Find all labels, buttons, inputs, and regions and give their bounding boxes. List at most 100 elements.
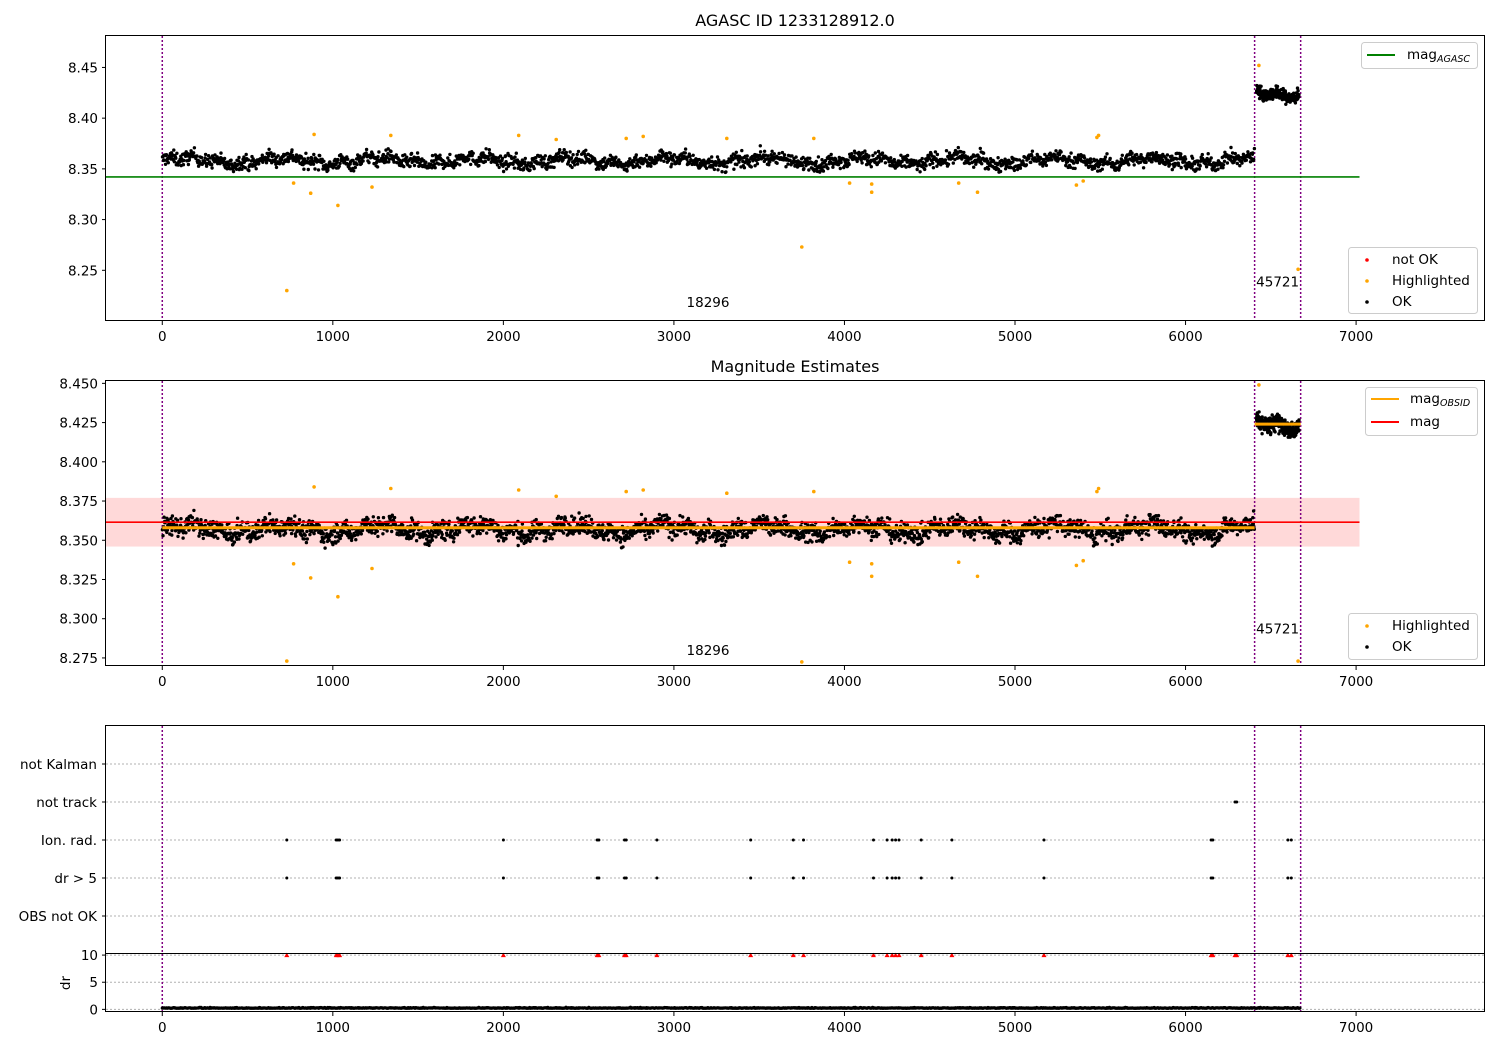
- ok-point: [1067, 155, 1071, 159]
- ok-point: [935, 164, 939, 168]
- ok-point: [497, 165, 501, 170]
- ok-point: [691, 153, 695, 157]
- ok-point: [731, 535, 736, 539]
- highlighted-point: [389, 133, 393, 138]
- ok-point: [928, 162, 932, 167]
- ok-point: [576, 149, 581, 154]
- ok-point: [436, 532, 440, 536]
- ok-point: [1130, 151, 1134, 155]
- ok-point: [1150, 160, 1154, 164]
- ok-point: [786, 162, 790, 166]
- ok-point: [982, 523, 986, 527]
- ok-point: [179, 517, 183, 521]
- ok-point: [595, 535, 600, 539]
- ok-point: [186, 162, 191, 167]
- ok-point: [203, 152, 208, 157]
- ok-point: [675, 533, 679, 537]
- ok-point: [559, 515, 564, 520]
- ok-point: [435, 530, 440, 534]
- ok-point: [1292, 91, 1296, 95]
- ok-point: [260, 528, 264, 532]
- ok-point: [375, 529, 379, 533]
- ok-point: [1042, 516, 1046, 521]
- ok-point: [278, 534, 282, 538]
- ok-point: [456, 516, 460, 520]
- ok-point: [498, 154, 503, 158]
- panel1-frame: [105, 35, 1485, 321]
- ok-point: [370, 531, 374, 535]
- ok-point: [1137, 533, 1142, 537]
- ok-point: [523, 156, 527, 161]
- ok-point: [544, 535, 548, 539]
- ok-point: [345, 530, 349, 534]
- ok-point: [1154, 514, 1158, 518]
- ok-point: [1003, 530, 1007, 534]
- ok-point: [706, 517, 711, 521]
- ok-point: [997, 541, 1002, 545]
- ok-point: [643, 533, 647, 538]
- ok-point: [558, 148, 562, 152]
- ok-point: [1000, 532, 1004, 536]
- ok-point: [195, 517, 199, 521]
- ok-point: [683, 147, 688, 151]
- ok-point: [606, 538, 611, 542]
- ok-point: [570, 165, 574, 170]
- ok-point: [191, 151, 196, 155]
- ok-point: [445, 533, 449, 537]
- ok-point: [534, 530, 538, 535]
- ok-point: [664, 151, 669, 156]
- ok-point: [1244, 158, 1249, 162]
- ok-point: [186, 518, 191, 522]
- ok-point: [850, 152, 854, 156]
- ok-point: [933, 150, 938, 154]
- ok-point: [1230, 151, 1235, 155]
- ok-point: [577, 531, 582, 535]
- ok-point: [938, 532, 942, 536]
- ok-point: [529, 532, 533, 536]
- ok-point: [582, 152, 587, 156]
- ok-point: [654, 161, 658, 165]
- ok-point: [980, 162, 984, 166]
- ok-point: [556, 514, 561, 518]
- ok-point: [931, 166, 936, 170]
- ok-point: [210, 162, 214, 167]
- ok-point: [1297, 93, 1301, 97]
- ok-point: [260, 153, 264, 157]
- ok-point: [969, 533, 973, 538]
- ok-point: [471, 151, 475, 155]
- ok-point: [806, 523, 810, 527]
- ok-point: [615, 529, 620, 533]
- ok-point: [1258, 87, 1262, 91]
- ok-point: [300, 529, 305, 533]
- ok-point: [920, 156, 924, 161]
- ok-point: [938, 517, 943, 521]
- ok-point: [363, 518, 367, 522]
- ok-point: [181, 536, 185, 540]
- ok-point: [1133, 515, 1137, 520]
- ok-point: [667, 535, 671, 540]
- ok-point: [571, 153, 575, 157]
- ok-point: [1011, 160, 1015, 164]
- ok-point: [1127, 163, 1131, 167]
- ok-point: [166, 161, 170, 165]
- ok-point: [355, 162, 359, 167]
- ok-point: [339, 533, 344, 538]
- ok-point: [671, 531, 675, 535]
- ok-point: [471, 534, 475, 538]
- ok-point: [236, 162, 240, 167]
- ok-point: [935, 152, 940, 157]
- ok-point: [1174, 528, 1178, 533]
- ok-point: [1246, 150, 1250, 154]
- panel1-title: AGASC ID 1233128912.0: [695, 11, 895, 30]
- highlighted-point: [370, 185, 374, 189]
- ok-point: [649, 156, 654, 160]
- ok-point: [477, 163, 481, 168]
- ok-point: [364, 151, 368, 155]
- ok-point: [381, 515, 386, 520]
- ok-point: [950, 156, 954, 160]
- ok-point: [1075, 160, 1080, 165]
- ok-point: [770, 149, 774, 153]
- ok-point: [1259, 84, 1263, 89]
- ok-point: [163, 162, 168, 166]
- ok-point: [1030, 532, 1034, 536]
